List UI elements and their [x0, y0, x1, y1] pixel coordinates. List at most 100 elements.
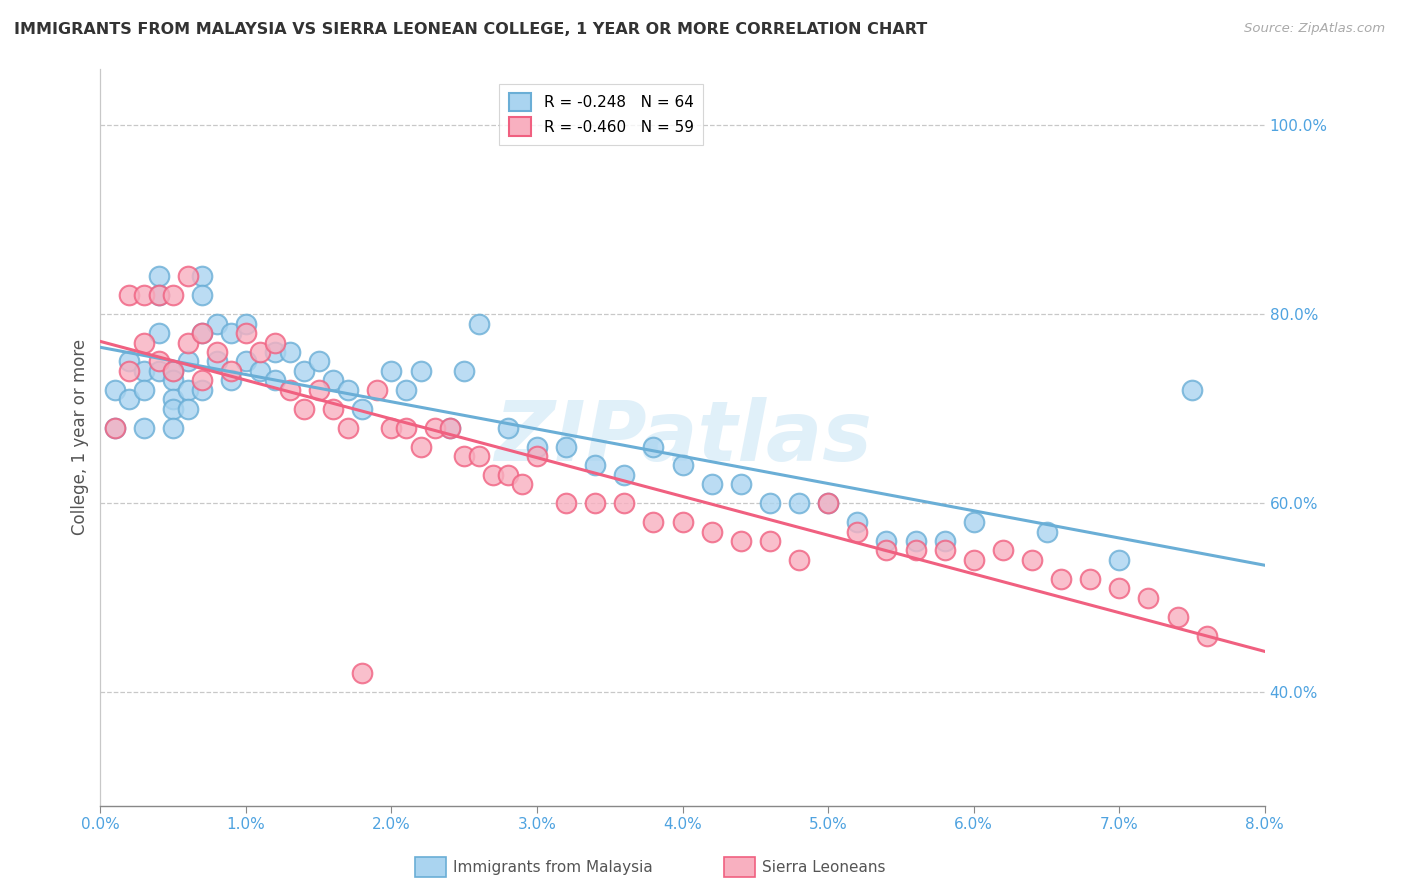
Point: [148, 364, 170, 378]
Point: [191, 383, 214, 397]
Point: [934, 543, 956, 558]
Point: [482, 467, 505, 482]
Text: ZIPatlas: ZIPatlas: [494, 397, 872, 477]
Point: [380, 364, 402, 378]
Point: [162, 401, 184, 416]
Point: [1021, 553, 1043, 567]
Point: [512, 477, 534, 491]
Point: [336, 383, 359, 397]
Point: [148, 288, 170, 302]
Point: [409, 440, 432, 454]
Point: [583, 458, 606, 473]
Point: [352, 401, 374, 416]
Point: [191, 373, 214, 387]
Point: [395, 383, 418, 397]
Point: [235, 354, 257, 368]
Point: [221, 373, 243, 387]
Point: [118, 354, 141, 368]
Point: [292, 401, 315, 416]
Point: [817, 496, 839, 510]
Point: [148, 354, 170, 368]
Point: [846, 515, 869, 529]
Point: [395, 420, 418, 434]
Point: [875, 543, 897, 558]
Point: [336, 420, 359, 434]
Point: [191, 288, 214, 302]
Point: [671, 458, 693, 473]
Point: [132, 383, 155, 397]
Point: [453, 449, 475, 463]
Point: [176, 383, 198, 397]
Point: [613, 496, 636, 510]
Point: [1167, 609, 1189, 624]
Point: [934, 534, 956, 549]
Point: [176, 401, 198, 416]
Point: [205, 345, 228, 359]
Point: [1108, 581, 1130, 595]
Point: [278, 345, 301, 359]
Point: [526, 449, 548, 463]
Point: [264, 373, 287, 387]
Point: [132, 288, 155, 302]
Point: [205, 354, 228, 368]
Point: [264, 335, 287, 350]
Point: [104, 420, 127, 434]
Point: [409, 364, 432, 378]
Point: [787, 553, 810, 567]
Point: [730, 477, 752, 491]
Point: [278, 383, 301, 397]
Point: [613, 467, 636, 482]
Point: [176, 354, 198, 368]
Legend: R = -0.248   N = 64, R = -0.460   N = 59: R = -0.248 N = 64, R = -0.460 N = 59: [499, 84, 703, 145]
Point: [264, 345, 287, 359]
Point: [1195, 628, 1218, 642]
Point: [118, 364, 141, 378]
Point: [1035, 524, 1057, 539]
Point: [496, 467, 519, 482]
Point: [817, 496, 839, 510]
Point: [132, 335, 155, 350]
Point: [191, 326, 214, 340]
Point: [453, 364, 475, 378]
Point: [963, 553, 986, 567]
Text: Sierra Leoneans: Sierra Leoneans: [762, 861, 886, 875]
Point: [118, 288, 141, 302]
Point: [730, 534, 752, 549]
Point: [1137, 591, 1160, 605]
Point: [439, 420, 461, 434]
Point: [104, 383, 127, 397]
Y-axis label: College, 1 year or more: College, 1 year or more: [72, 339, 89, 535]
Text: Source: ZipAtlas.com: Source: ZipAtlas.com: [1244, 22, 1385, 36]
Point: [643, 515, 665, 529]
Point: [671, 515, 693, 529]
Point: [162, 288, 184, 302]
Point: [496, 420, 519, 434]
Point: [352, 666, 374, 681]
Point: [1078, 572, 1101, 586]
Point: [221, 364, 243, 378]
Point: [555, 496, 578, 510]
Point: [322, 373, 344, 387]
Point: [148, 288, 170, 302]
Point: [148, 326, 170, 340]
Text: Immigrants from Malaysia: Immigrants from Malaysia: [453, 861, 652, 875]
Point: [292, 364, 315, 378]
Point: [162, 420, 184, 434]
Text: IMMIGRANTS FROM MALAYSIA VS SIERRA LEONEAN COLLEGE, 1 YEAR OR MORE CORRELATION C: IMMIGRANTS FROM MALAYSIA VS SIERRA LEONE…: [14, 22, 928, 37]
Point: [191, 269, 214, 284]
Point: [1181, 383, 1204, 397]
Point: [235, 317, 257, 331]
Point: [380, 420, 402, 434]
Point: [308, 383, 330, 397]
Point: [963, 515, 986, 529]
Point: [176, 335, 198, 350]
Point: [526, 440, 548, 454]
Point: [176, 269, 198, 284]
Point: [875, 534, 897, 549]
Point: [221, 326, 243, 340]
Point: [366, 383, 388, 397]
Point: [423, 420, 446, 434]
Point: [555, 440, 578, 454]
Point: [700, 477, 723, 491]
Point: [1050, 572, 1073, 586]
